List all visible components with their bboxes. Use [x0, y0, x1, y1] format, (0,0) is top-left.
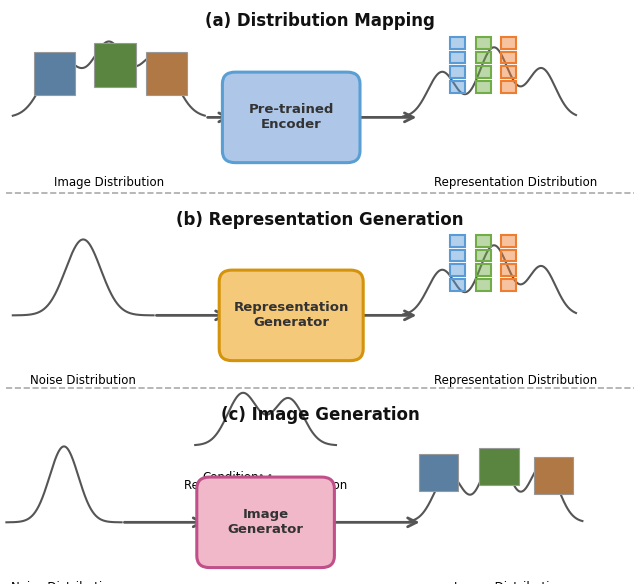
FancyBboxPatch shape	[197, 477, 334, 568]
Text: Representation Distribution: Representation Distribution	[433, 176, 597, 189]
Text: Image
Generator: Image Generator	[228, 508, 303, 536]
Bar	[501, 235, 516, 246]
Bar	[476, 279, 491, 290]
Bar	[450, 67, 465, 78]
Bar	[450, 37, 465, 48]
Bar	[476, 37, 491, 48]
Bar	[501, 249, 516, 261]
FancyBboxPatch shape	[223, 72, 360, 163]
Text: Image Distribution: Image Distribution	[454, 580, 564, 584]
Text: Noise Distribution: Noise Distribution	[30, 374, 136, 387]
Text: (a) Distribution Mapping: (a) Distribution Mapping	[205, 12, 435, 30]
Bar	[501, 67, 516, 78]
Bar	[501, 81, 516, 92]
Bar	[501, 51, 516, 63]
Bar	[476, 51, 491, 63]
Text: Representation Distribution: Representation Distribution	[433, 374, 597, 387]
Bar	[450, 235, 465, 246]
Bar	[450, 279, 465, 290]
Bar	[450, 249, 465, 261]
Bar	[501, 264, 516, 276]
Bar	[476, 264, 491, 276]
Bar	[501, 37, 516, 48]
FancyBboxPatch shape	[479, 449, 519, 485]
FancyBboxPatch shape	[146, 52, 187, 95]
Bar	[476, 81, 491, 92]
Text: (c) Image Generation: (c) Image Generation	[221, 406, 419, 425]
Bar	[450, 264, 465, 276]
Text: Representation Distribution: Representation Distribution	[184, 479, 348, 492]
Bar	[476, 249, 491, 261]
FancyBboxPatch shape	[219, 270, 364, 361]
Text: Pre-trained
Encoder: Pre-trained Encoder	[248, 103, 334, 131]
FancyBboxPatch shape	[34, 52, 76, 95]
Text: Representation
Generator: Representation Generator	[234, 301, 349, 329]
Text: Image Distribution: Image Distribution	[54, 176, 164, 189]
Bar	[501, 279, 516, 290]
Text: Noise Distribution: Noise Distribution	[11, 580, 117, 584]
Bar	[450, 51, 465, 63]
Bar	[450, 81, 465, 92]
Text: (b) Representation Generation: (b) Representation Generation	[176, 211, 464, 229]
FancyBboxPatch shape	[95, 43, 136, 87]
Bar	[476, 67, 491, 78]
FancyBboxPatch shape	[419, 454, 458, 491]
Bar	[476, 235, 491, 246]
FancyBboxPatch shape	[534, 457, 573, 494]
Text: Condition: Condition	[203, 471, 259, 484]
